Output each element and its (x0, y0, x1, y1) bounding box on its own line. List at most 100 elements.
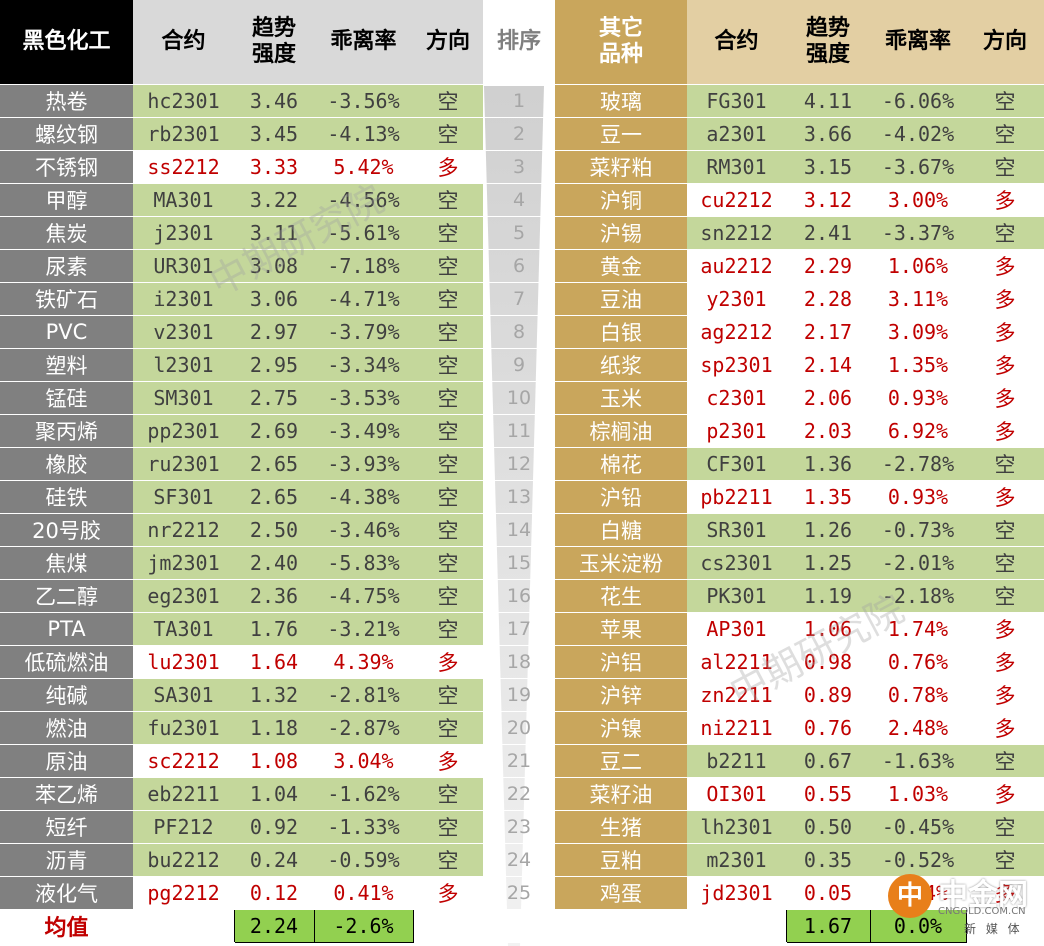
rank-number: 15 (483, 546, 555, 580)
rank-number: 21 (483, 744, 555, 778)
right-trend-strength: 2.41 (786, 216, 870, 250)
right-deviation-rate: -3.37% (870, 216, 966, 250)
left-contract-code: fu2301 (133, 711, 234, 745)
right-trend-strength: 3.12 (786, 183, 870, 217)
left-direction: 空 (413, 249, 483, 283)
right-contract-code: sn2212 (687, 216, 786, 250)
left-deviation-rate: -0.59% (314, 843, 413, 877)
right-direction: 空 (966, 513, 1044, 547)
left-trend-strength: 3.08 (234, 249, 314, 283)
average-empty-cell (555, 909, 687, 943)
left-deviation-rate: -5.83% (314, 546, 413, 580)
right-direction: 多 (966, 381, 1044, 415)
right-trend-strength: 1.25 (786, 546, 870, 580)
table-row: 硅铁 SF301 2.65 -4.38% 空 13 沪铅 pb2211 1.35 0.93% 多 (0, 480, 1044, 514)
left-contract-code: pp2301 (133, 414, 234, 448)
left-commodity-name: 硅铁 (0, 480, 133, 514)
right-contract-code: ni2211 (687, 711, 786, 745)
left-trend-strength: 2.40 (234, 546, 314, 580)
left-direction: 空 (413, 216, 483, 250)
header-row: 黑色化工 合约 趋势 强度 乖离率 方向 排序 其它 品种 合约 趋势 强度 乖离率 … (0, 0, 1044, 85)
left-trend-strength: 3.22 (234, 183, 314, 217)
right-commodity-name: 沪铜 (555, 183, 687, 217)
left-trend-strength: 2.75 (234, 381, 314, 415)
left-contract-code: SA301 (133, 678, 234, 712)
header-deviation-right: 乖离率 (870, 0, 966, 85)
rank-number: 17 (483, 612, 555, 646)
right-deviation-rate: -6.06% (870, 84, 966, 118)
left-trend-strength: 1.64 (234, 645, 314, 679)
left-trend-strength: 2.50 (234, 513, 314, 547)
left-trend-strength: 1.76 (234, 612, 314, 646)
right-contract-code: lh2301 (687, 810, 786, 844)
right-contract-code: sp2301 (687, 348, 786, 382)
right-commodity-name: 沪锌 (555, 678, 687, 712)
left-commodity-name: 铁矿石 (0, 282, 133, 316)
right-commodity-name: 沪镍 (555, 711, 687, 745)
right-deviation-rate: -0.52% (870, 843, 966, 877)
left-commodity-name: 短纤 (0, 810, 133, 844)
left-direction: 多 (413, 744, 483, 778)
rank-number: 3 (483, 150, 555, 184)
left-direction: 多 (413, 150, 483, 184)
table-row: 焦煤 jm2301 2.40 -5.83% 空 15 玉米淀粉 cs2301 1.25 -2.01… (0, 546, 1044, 580)
left-trend-strength: 1.08 (234, 744, 314, 778)
table-row: 焦炭 j2301 3.11 -5.61% 空 5 沪锡 sn2212 2.41 -3.37% 空 (0, 216, 1044, 250)
table-row: 不锈钢 ss2212 3.33 5.42% 多 3 菜籽粕 RM301 3.15 -3.67% 空 (0, 150, 1044, 184)
table-row: 聚丙烯 pp2301 2.69 -3.49% 空 11 棕榈油 p2301 2.03 6.92% 多 (0, 414, 1044, 448)
right-trend-strength: 1.19 (786, 579, 870, 613)
left-trend-strength: 2.65 (234, 447, 314, 481)
left-commodity-name: 锰硅 (0, 381, 133, 415)
right-commodity-name: 白银 (555, 315, 687, 349)
right-deviation-rate: 0.76% (870, 645, 966, 679)
right-direction: 多 (966, 480, 1044, 514)
right-contract-code: y2301 (687, 282, 786, 316)
rank-number: 7 (483, 282, 555, 316)
header-trend-right: 趋势 强度 (786, 0, 870, 85)
left-direction: 空 (413, 810, 483, 844)
right-contract-code: cs2301 (687, 546, 786, 580)
right-contract-code: c2301 (687, 381, 786, 415)
right-commodity-name: 玉米 (555, 381, 687, 415)
left-contract-code: SM301 (133, 381, 234, 415)
left-direction: 空 (413, 183, 483, 217)
right-contract-code: p2301 (687, 414, 786, 448)
left-deviation-rate: -3.34% (314, 348, 413, 382)
left-commodity-name: 尿素 (0, 249, 133, 283)
table-row: 乙二醇 eg2301 2.36 -4.75% 空 16 花生 PK301 1.19 -2.18% 空 (0, 579, 1044, 613)
rank-number: 12 (483, 447, 555, 481)
right-direction: 多 (966, 678, 1044, 712)
right-deviation-rate: 6.92% (870, 414, 966, 448)
right-trend-strength: 1.36 (786, 447, 870, 481)
rank-number: 8 (483, 315, 555, 349)
right-contract-code: b2211 (687, 744, 786, 778)
right-trend-strength: 0.98 (786, 645, 870, 679)
right-commodity-name: 豆粕 (555, 843, 687, 877)
table-row: 塑料 l2301 2.95 -3.34% 空 9 纸浆 sp2301 2.14 1.35% 多 (0, 348, 1044, 382)
right-contract-code: cu2212 (687, 183, 786, 217)
left-commodity-name: 螺纹钢 (0, 117, 133, 151)
left-commodity-name: 焦煤 (0, 546, 133, 580)
table-row: 铁矿石 i2301 3.06 -4.71% 空 7 豆油 y2301 2.28 3.11% 多 (0, 282, 1044, 316)
logo-mark-icon: 中 (888, 874, 932, 918)
left-contract-code: j2301 (133, 216, 234, 250)
left-commodity-name: PTA (0, 612, 133, 646)
left-commodity-name: 液化气 (0, 876, 133, 910)
left-trend-strength: 1.04 (234, 777, 314, 811)
left-contract-code: jm2301 (133, 546, 234, 580)
average-empty-cell (413, 909, 483, 943)
right-commodity-name: 棕榈油 (555, 414, 687, 448)
left-commodity-name: PVC (0, 315, 133, 349)
left-direction: 空 (413, 546, 483, 580)
rank-number: 11 (483, 414, 555, 448)
right-commodity-name: 玉米淀粉 (555, 546, 687, 580)
left-deviation-rate: -4.56% (314, 183, 413, 217)
left-deviation-rate: 5.42% (314, 150, 413, 184)
right-direction: 空 (966, 579, 1044, 613)
right-deviation-rate: 0.93% (870, 480, 966, 514)
right-deviation-rate: 3.09% (870, 315, 966, 349)
left-trend-strength: 2.36 (234, 579, 314, 613)
right-contract-code: pb2211 (687, 480, 786, 514)
right-direction: 空 (966, 216, 1044, 250)
right-commodity-name: 豆二 (555, 744, 687, 778)
